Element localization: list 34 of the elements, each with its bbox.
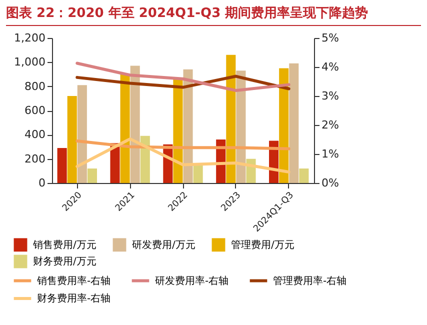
legend-label: 财务费用/万元 <box>33 256 96 268</box>
y2-tick-label: 1% <box>322 148 339 160</box>
bar <box>67 96 77 183</box>
y-tick-label: 1,200 <box>14 32 46 44</box>
bar <box>299 168 309 183</box>
bar <box>57 148 67 183</box>
y-tick-label: 200 <box>24 152 46 166</box>
y-tick-label: 600 <box>24 104 46 117</box>
y2-tick-label: 3% <box>322 90 339 102</box>
legend-label: 管理费用/万元 <box>231 238 294 251</box>
y-tick-label: 0 <box>38 176 46 190</box>
y-tick-label: 400 <box>24 128 46 142</box>
bar <box>87 168 97 183</box>
line-series <box>76 139 290 150</box>
legend-label: 销售费用/万元 <box>32 238 96 251</box>
bar <box>173 79 183 183</box>
bar <box>77 85 87 183</box>
y-tick-label: 1,000 <box>14 56 46 69</box>
legend-label: 财务费用率-右轴 <box>37 292 111 304</box>
line-series <box>76 137 290 174</box>
legend-label: 销售费用率-右轴 <box>36 274 111 287</box>
legend-label: 研发费用率-右轴 <box>155 274 229 287</box>
y2-tick-label: 4% <box>322 60 339 74</box>
chart-title: 图表 22：2020 年至 2024Q1-Q3 期间费用率呈现下降趋势 <box>6 4 421 26</box>
line-series <box>76 62 290 92</box>
legend-label: 管理费用率-右轴 <box>273 274 347 287</box>
y2-tick-label: 0% <box>322 176 339 190</box>
bar <box>289 63 299 183</box>
y2-tick-label: 5% <box>322 32 339 44</box>
line-series <box>76 74 290 90</box>
y2-tick-label: 2% <box>322 118 339 132</box>
y-tick-label: 800 <box>24 80 46 93</box>
bar <box>193 164 203 183</box>
legend-label: 研发费用/万元 <box>132 238 196 251</box>
